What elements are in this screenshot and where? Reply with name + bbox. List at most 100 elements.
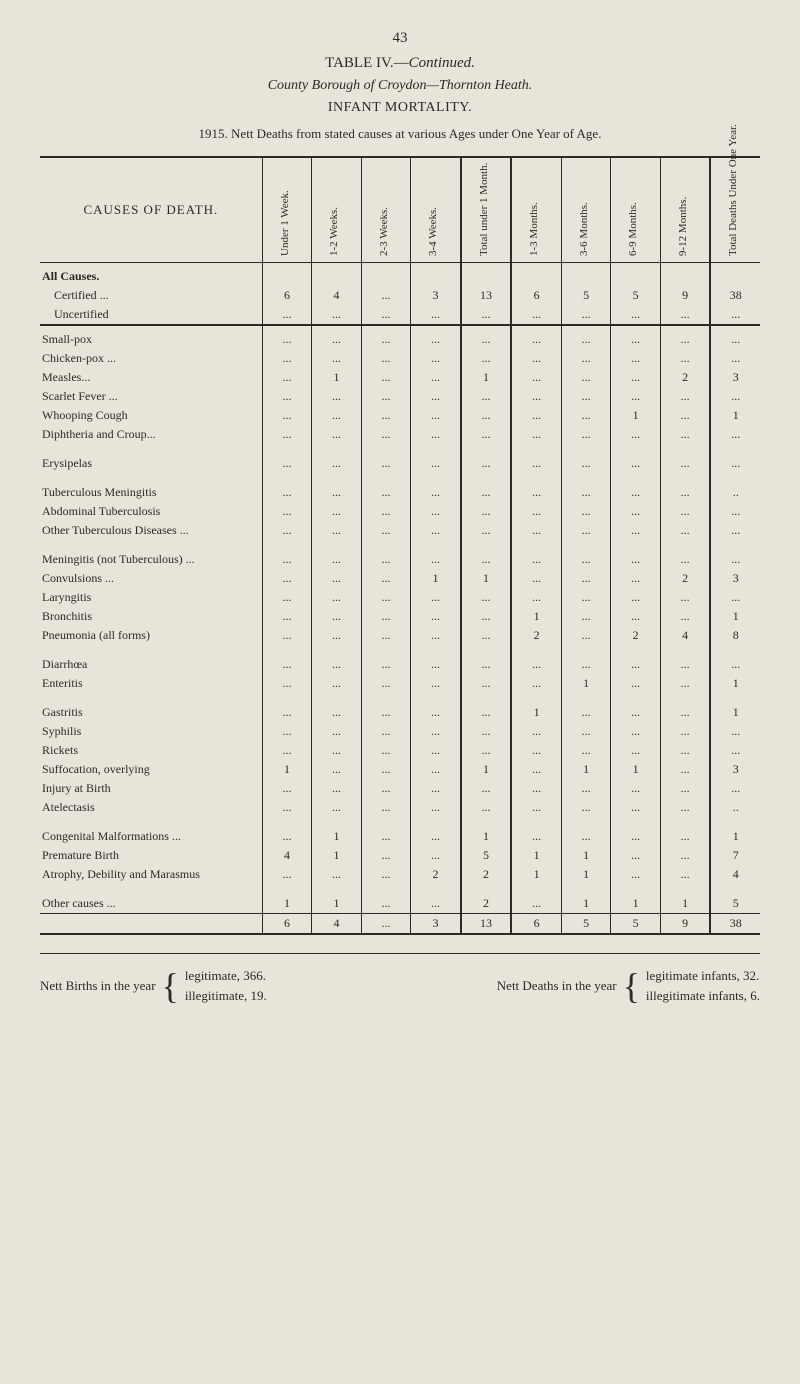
data-cell: 1 — [660, 894, 710, 914]
data-cell: ... — [411, 846, 461, 865]
data-cell: ... — [710, 588, 760, 607]
data-cell — [611, 263, 661, 287]
data-cell: 5 — [561, 286, 611, 305]
data-cell — [710, 444, 760, 454]
data-cell: ... — [312, 655, 362, 674]
data-cell: ... — [660, 865, 710, 884]
data-cell: 5 — [710, 894, 760, 914]
data-cell: ... — [660, 502, 710, 521]
data-cell: ... — [611, 607, 661, 626]
table-row: Laryngitis.............................. — [40, 588, 760, 607]
data-cell: ... — [461, 406, 512, 425]
data-cell: ... — [411, 330, 461, 349]
data-cell: ... — [361, 626, 411, 645]
data-cell: ... — [660, 454, 710, 473]
data-cell: 2 — [660, 569, 710, 588]
data-cell — [561, 473, 611, 483]
data-cell: ... — [710, 655, 760, 674]
table-row: Premature Birth41......511......7 — [40, 846, 760, 865]
data-cell: ... — [262, 703, 312, 722]
table-row: Uncertified.............................… — [40, 305, 760, 325]
data-cell — [511, 817, 561, 827]
total-cell: 9 — [660, 914, 710, 935]
data-cell: ... — [361, 330, 411, 349]
table-body: All Causes.Certified ...64...313655938Un… — [40, 263, 760, 914]
table-row — [40, 444, 760, 454]
data-cell: ... — [262, 521, 312, 540]
data-cell — [461, 444, 512, 454]
data-cell: ... — [262, 502, 312, 521]
data-cell: ... — [312, 741, 362, 760]
data-cell — [611, 473, 661, 483]
table-row: Gastritis...............1.........1 — [40, 703, 760, 722]
data-cell — [411, 263, 461, 287]
data-cell: ... — [710, 502, 760, 521]
data-cell: ... — [660, 798, 710, 817]
table-row: Rickets.............................. — [40, 741, 760, 760]
table-row: Bronchitis...............1.........1 — [40, 607, 760, 626]
data-cell: ... — [461, 502, 512, 521]
data-cell: ... — [461, 330, 512, 349]
data-cell: ... — [411, 305, 461, 325]
data-cell: ... — [561, 779, 611, 798]
data-cell — [361, 263, 411, 287]
data-cell: ... — [611, 368, 661, 387]
data-cell: ... — [411, 798, 461, 817]
data-cell — [361, 444, 411, 454]
data-cell: ... — [361, 607, 411, 626]
data-cell — [611, 645, 661, 655]
table-title-suffix: Continued. — [409, 55, 475, 71]
data-cell: 1 — [561, 674, 611, 693]
data-cell: ... — [361, 521, 411, 540]
data-cell: ... — [461, 722, 512, 741]
data-cell: ... — [361, 655, 411, 674]
data-cell: ... — [710, 330, 760, 349]
data-cell: ... — [561, 655, 611, 674]
total-cell: 3 — [411, 914, 461, 935]
data-cell: 2 — [411, 865, 461, 884]
data-cell: 1 — [312, 368, 362, 387]
total-cell: 6 — [511, 914, 561, 935]
cause-label: Congenital Malformations ... — [40, 827, 262, 846]
data-cell: ... — [511, 588, 561, 607]
data-cell: ... — [561, 569, 611, 588]
table-row: Tuberculous Meningitis..................… — [40, 483, 760, 502]
table-row: Convulsions ............11.........23 — [40, 569, 760, 588]
data-cell: ... — [710, 779, 760, 798]
data-cell — [611, 540, 661, 550]
col-total-year: Total Deaths Under One Year. — [710, 157, 760, 263]
data-cell: ... — [262, 779, 312, 798]
footer-left-line: legitimate, 366. — [185, 966, 267, 986]
data-cell: 9 — [660, 286, 710, 305]
data-cell: ... — [561, 387, 611, 406]
footer-left-label: Nett Births in the year — [40, 978, 156, 994]
data-cell: ... — [361, 722, 411, 741]
data-cell: ... — [660, 588, 710, 607]
mortality-table: CAUSES OF DEATH. Under 1 Week. 1-2 Weeks… — [40, 156, 760, 935]
total-cell: 5 — [561, 914, 611, 935]
data-cell: ... — [561, 588, 611, 607]
data-cell — [262, 645, 312, 655]
data-cell: ... — [262, 827, 312, 846]
data-cell: ... — [411, 550, 461, 569]
cause-label: Uncertified — [40, 305, 262, 325]
col-2-3-weeks: 2-3 Weeks. — [361, 157, 411, 263]
cause-label: Syphilis — [40, 722, 262, 741]
data-cell: ... — [461, 607, 512, 626]
data-cell: ... — [361, 798, 411, 817]
data-cell: ... — [411, 741, 461, 760]
data-cell: ... — [312, 865, 362, 884]
data-cell — [262, 444, 312, 454]
data-cell — [262, 473, 312, 483]
data-cell — [262, 540, 312, 550]
data-cell: 1 — [511, 703, 561, 722]
table-row: Atrophy, Debility and Marasmus.........2… — [40, 865, 760, 884]
data-cell: ... — [461, 674, 512, 693]
col-6-9-months: 6-9 Months. — [611, 157, 661, 263]
data-cell — [561, 693, 611, 703]
cause-label: Certified ... — [40, 286, 262, 305]
table-row: Congenital Malformations ......1......1.… — [40, 827, 760, 846]
footer-right-line: illegitimate infants, 6. — [646, 986, 760, 1006]
data-cell: ... — [361, 865, 411, 884]
data-cell: ... — [660, 846, 710, 865]
